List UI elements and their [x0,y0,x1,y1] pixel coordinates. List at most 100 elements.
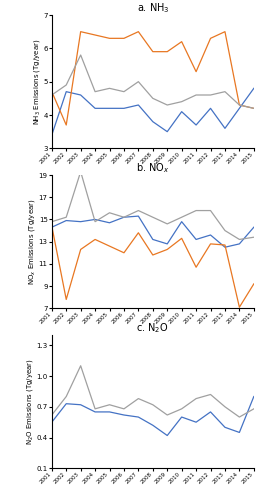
Nox_GFED [137,213,140,219]
N2O [209,392,212,398]
NOx_FINN [108,243,111,249]
Nox_GFED [123,214,126,220]
Title: c. N$_2$O: c. N$_2$O [136,321,169,335]
N2O [123,406,126,412]
NOx_FINN [238,304,241,310]
N2O [166,412,169,418]
N2O [224,404,227,410]
N2O [238,414,241,420]
Line: NOx: NOx [52,172,254,239]
NH3_FINN [224,28,227,34]
N2O_GFED [50,419,53,425]
NH3 [151,96,154,102]
NOx_FINN [93,236,97,242]
N2O_GFED [238,430,241,436]
NH3 [65,82,68,88]
Line: Nox_GFED: Nox_GFED [52,216,254,247]
NH3_GFED [238,106,241,112]
NH3_FINN [50,88,53,94]
NH3 [195,92,198,98]
NOx_FINN [195,264,198,270]
NH3 [224,88,227,94]
N2O [79,363,82,369]
NOx_FINN [180,236,183,242]
Nox_GFED [65,218,68,224]
NOx_FINN [224,242,227,248]
Nox_GFED [151,236,154,242]
NH3_FINN [123,36,126,42]
NOx [252,234,255,240]
Y-axis label: NH$_3$ Emissions (Tg/year): NH$_3$ Emissions (Tg/year) [32,38,42,125]
Legend: NH3_GFED, NH3_FINN, NH3: NH3_GFED, NH3_FINN, NH3 [90,156,215,167]
N2O_GFED [252,394,255,400]
NOx [50,218,53,224]
NOx [209,208,212,214]
NH3 [108,86,111,91]
NOx [238,236,241,242]
Line: NOx_FINN: NOx_FINN [52,226,254,307]
Nox_GFED [93,216,97,222]
NH3_GFED [180,108,183,114]
NH3 [252,106,255,112]
NOx_FINN [166,246,169,252]
NH3 [123,88,126,94]
Legend: Nox_GFED, NOx_FINN, NOx: Nox_GFED, NOx_FINN, NOx [91,316,215,327]
Nox_GFED [166,241,169,247]
NOx [224,228,227,234]
NH3 [166,102,169,108]
NH3_GFED [209,106,212,112]
NH3 [209,92,212,98]
N2O_GFED [93,409,97,415]
NOx [65,214,68,220]
NOx_FINN [151,252,154,258]
NH3 [79,52,82,58]
NH3_GFED [137,102,140,108]
Nox_GFED [209,232,212,238]
NH3_FINN [238,102,241,108]
NH3_FINN [252,106,255,112]
N2O_GFED [65,400,68,406]
Y-axis label: NO$_x$ Emissions (Tg/year): NO$_x$ Emissions (Tg/year) [27,198,37,285]
NH3_GFED [108,106,111,112]
Nox_GFED [50,224,53,230]
NOx_FINN [209,241,212,247]
N2O [137,396,140,402]
Line: NH3_FINN: NH3_FINN [52,32,254,125]
N2O_GFED [151,422,154,428]
NH3_FINN [93,32,97,38]
NH3_FINN [108,36,111,42]
N2O_GFED [123,412,126,418]
NH3_FINN [65,122,68,128]
NOx [137,208,140,214]
N2O_GFED [108,409,111,415]
NH3_FINN [180,38,183,44]
NH3_FINN [209,36,212,42]
NH3 [180,98,183,104]
NOx_FINN [123,250,126,256]
Nox_GFED [195,236,198,242]
NH3_FINN [151,48,154,54]
NH3_GFED [151,118,154,124]
NH3 [137,78,140,84]
NOx_FINN [137,230,140,236]
NH3_FINN [137,28,140,34]
NH3 [93,88,97,94]
Line: NH3_GFED: NH3_GFED [52,88,254,135]
N2O_GFED [79,402,82,407]
NOx [166,221,169,227]
Nox_GFED [238,241,241,247]
Title: a. NH$_3$: a. NH$_3$ [137,1,169,15]
NOx [151,214,154,220]
NH3_GFED [50,132,53,138]
Nox_GFED [79,218,82,224]
NOx_FINN [79,246,82,252]
NOx_FINN [252,281,255,287]
N2O_GFED [180,414,183,420]
Nox_GFED [252,224,255,230]
NOx [180,214,183,220]
N2O_GFED [209,409,212,415]
Line: NH3: NH3 [52,55,254,108]
N2O_GFED [137,414,140,420]
N2O [151,402,154,407]
NH3 [238,102,241,108]
